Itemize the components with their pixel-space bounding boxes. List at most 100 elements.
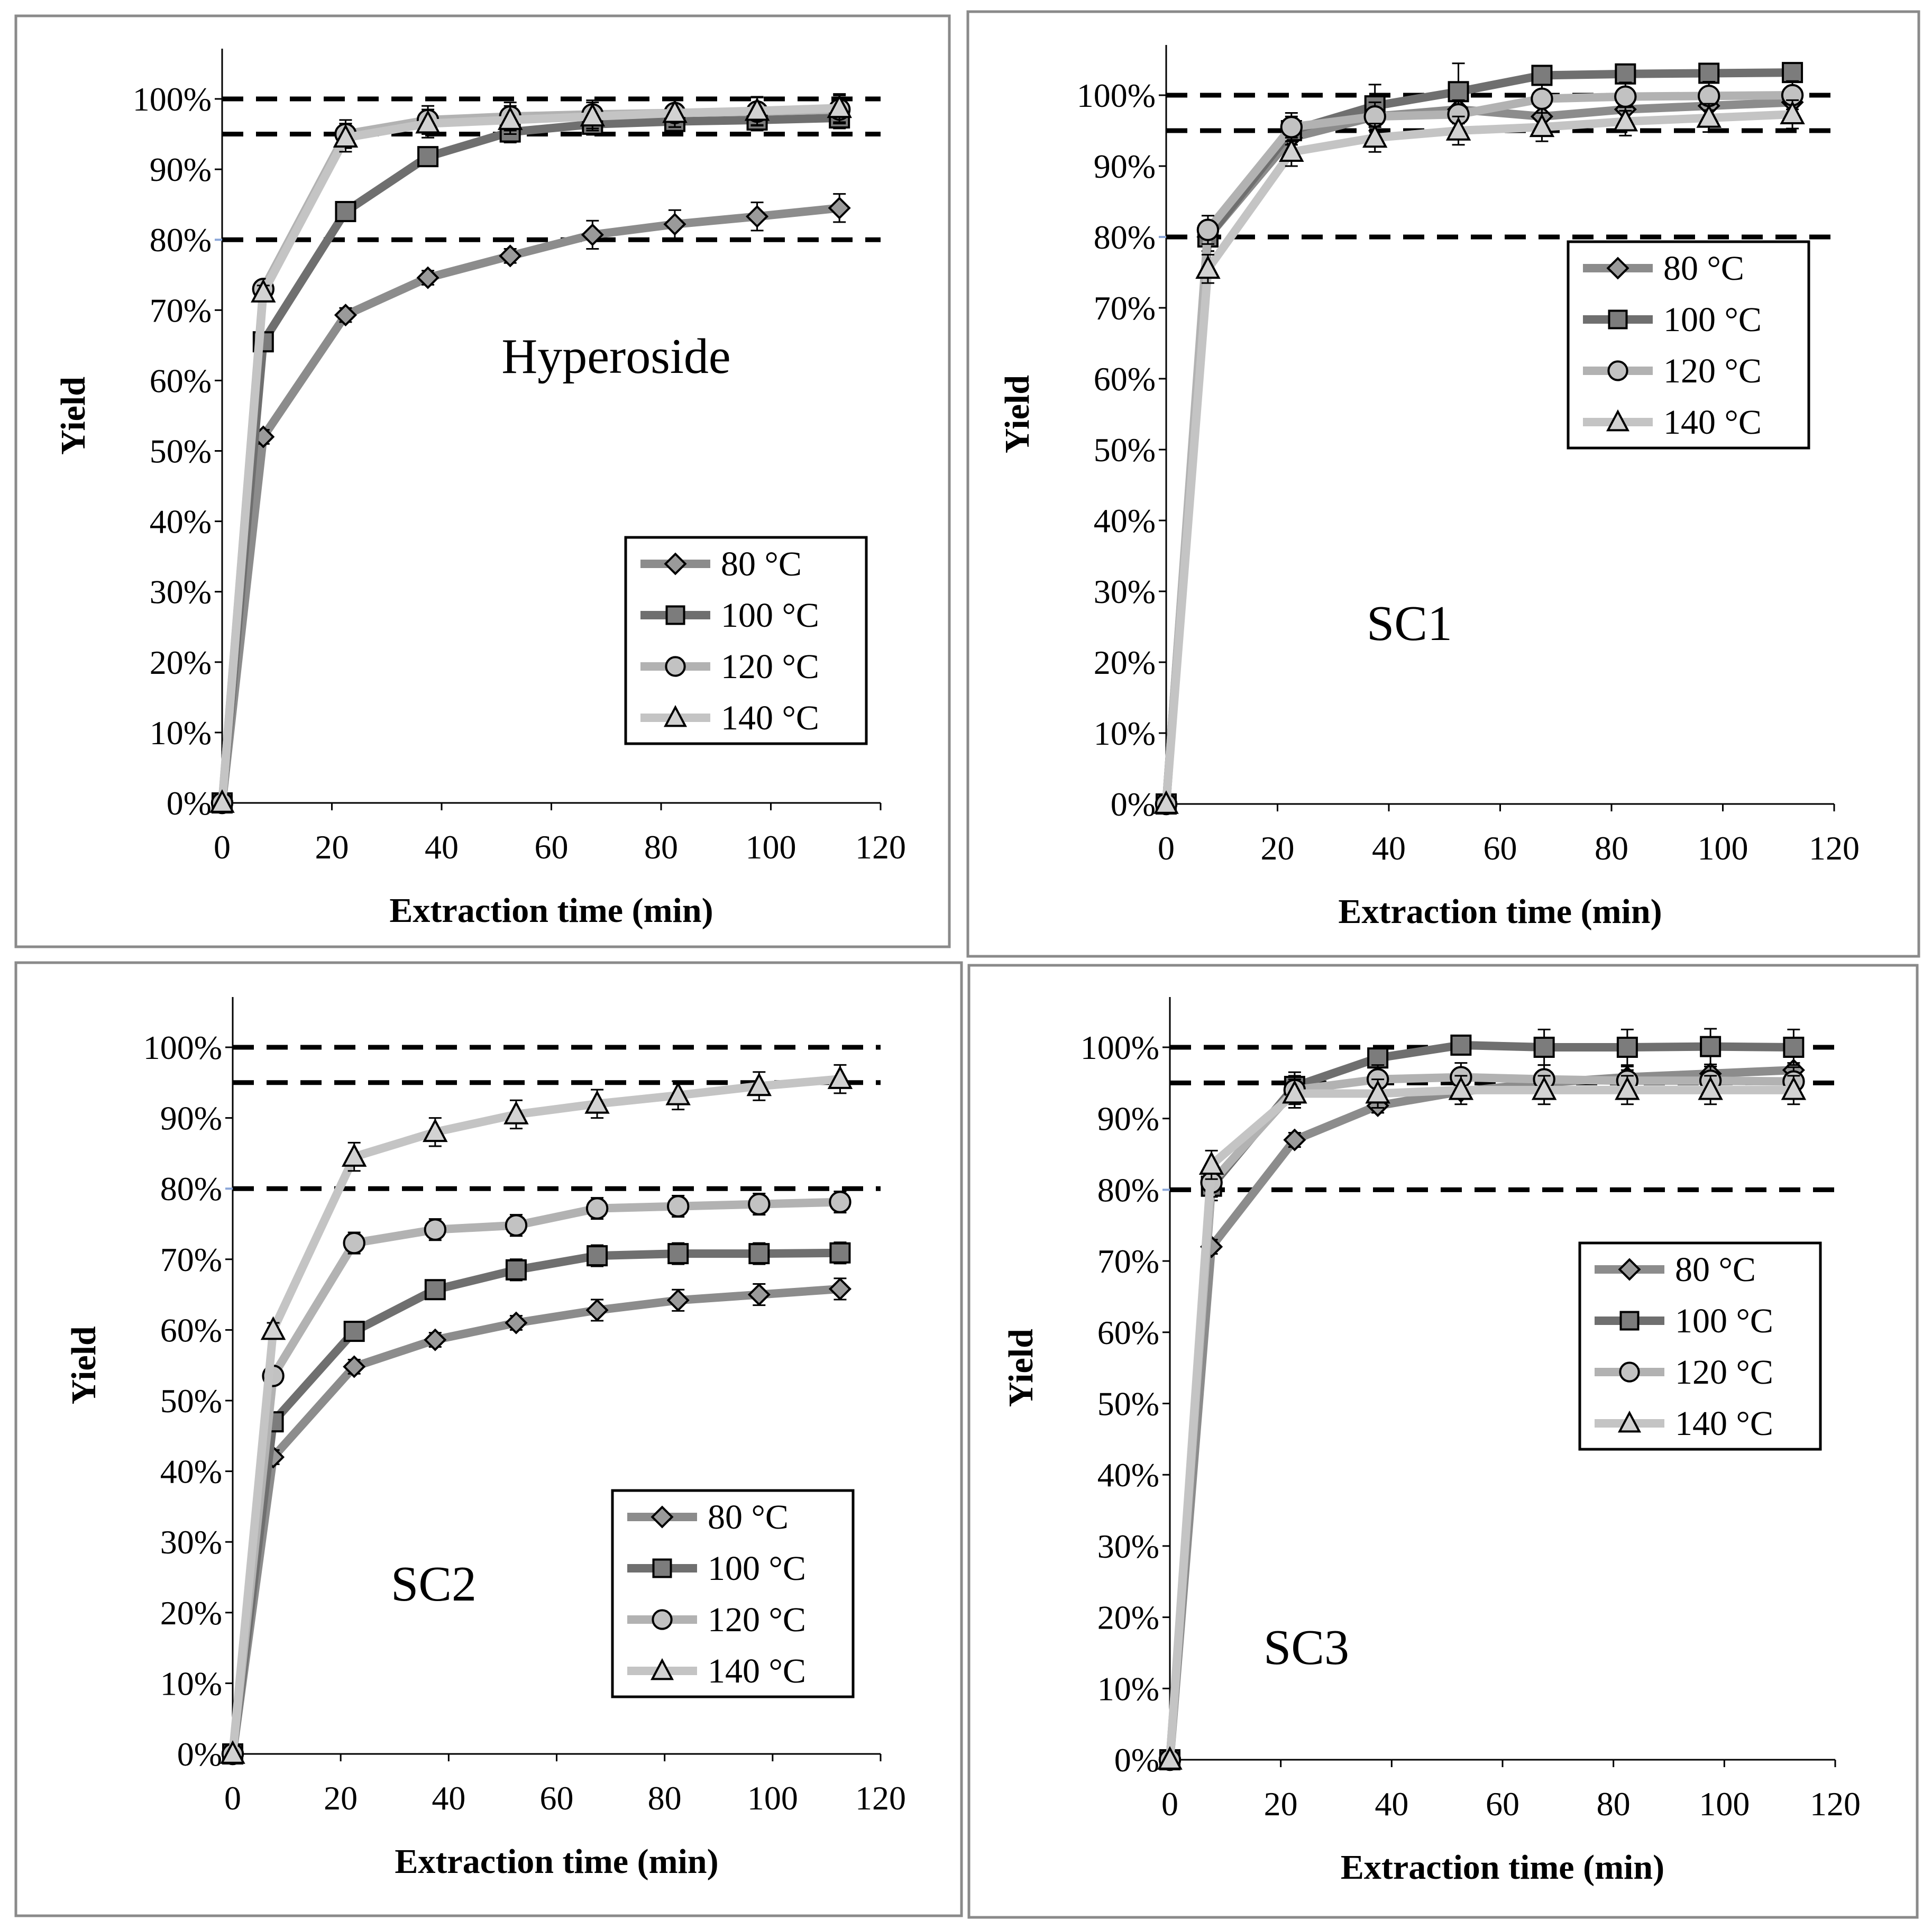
y-tick-label: 90% <box>160 1100 222 1137</box>
data-point <box>1280 116 1303 139</box>
data-point <box>1448 1076 1474 1100</box>
y-tick-label: 0% <box>177 1735 222 1773</box>
series-3 <box>1153 99 1805 814</box>
data-point <box>220 1740 245 1764</box>
data-point <box>1782 62 1803 84</box>
data-point <box>1198 1151 1224 1175</box>
data-point <box>1698 1076 1723 1100</box>
circle-icon <box>1607 360 1628 381</box>
x-tick-label: 120 <box>855 828 906 866</box>
data-point <box>1362 124 1388 148</box>
x-tick-label: 20 <box>1264 1785 1298 1823</box>
y-tick-label: 30% <box>1094 573 1156 610</box>
circle-icon <box>1619 1361 1640 1383</box>
y-tick-label: 50% <box>1094 431 1156 469</box>
chart-panel-top-right: 0% 10% 20% 30% 40% 50% 60% 70% 80% 90% 100% 0 20 40 60… <box>966 10 1920 958</box>
y-tick-label: 100% <box>133 80 212 118</box>
data-point <box>209 789 235 813</box>
data-point <box>1531 87 1553 110</box>
data-point <box>744 97 770 121</box>
x-tick-label: 60 <box>540 1779 574 1817</box>
legend-box <box>1578 1241 1822 1451</box>
series-1 <box>222 1241 851 1765</box>
data-point <box>423 1118 448 1142</box>
data-point <box>1696 104 1722 128</box>
data-point <box>505 1259 527 1281</box>
data-point <box>1448 81 1469 103</box>
x-tick-label: 0 <box>224 1779 241 1817</box>
y-tick-label: 80% <box>1094 218 1156 256</box>
x-tick-label: 120 <box>1810 1785 1861 1823</box>
x-tick-label: 40 <box>1372 829 1406 867</box>
data-point <box>581 223 604 246</box>
y-axis-title: Yield <box>54 377 93 455</box>
data-point <box>416 266 439 289</box>
y-axis-title: Yield <box>1002 1329 1040 1407</box>
data-point <box>1781 1076 1807 1100</box>
y-tick-label: 90% <box>1097 1100 1159 1138</box>
y-tick-label: 60% <box>160 1311 222 1349</box>
series-3 <box>209 93 852 813</box>
data-point <box>1529 113 1555 138</box>
data-point <box>1616 1037 1638 1058</box>
data-point <box>828 1277 851 1301</box>
y-tick-label: 20% <box>1094 644 1156 681</box>
data-point <box>505 1214 528 1237</box>
legend-label: 100 °C <box>708 1549 806 1588</box>
legend: 80 °C 100 °C 120 °C 140 °C <box>1578 1241 1822 1451</box>
y-tick-label: 80% <box>160 1170 222 1208</box>
triangle-icon <box>663 705 688 727</box>
legend-label: 80 °C <box>1663 249 1744 288</box>
data-point <box>424 1279 446 1301</box>
y-tick-label: 70% <box>1097 1242 1159 1280</box>
panel-title: Hyperoside <box>501 329 730 384</box>
data-point <box>343 1321 365 1342</box>
x-tick-label: 60 <box>535 828 569 866</box>
legend-label: 100 °C <box>721 596 819 635</box>
x-axis-title: Extraction time (min) <box>395 1842 718 1881</box>
x-tick-label: 80 <box>644 828 678 866</box>
x-tick-label: 80 <box>648 1779 682 1817</box>
data-point <box>585 1299 609 1322</box>
data-point <box>343 1231 365 1255</box>
panel-border <box>967 964 1919 1919</box>
y-tick-label: 80% <box>1097 1171 1159 1209</box>
legend-label: 100 °C <box>1675 1302 1773 1340</box>
x-tick-label: 120 <box>1809 829 1860 867</box>
x-tick-label: 0 <box>1158 829 1175 867</box>
x-tick-label: 60 <box>1486 1785 1519 1823</box>
y-axis-title: Yield <box>65 1326 103 1404</box>
y-tick-label: 0% <box>1114 1741 1159 1779</box>
data-point <box>251 279 276 303</box>
data-point <box>1195 255 1221 279</box>
y-tick-label: 40% <box>150 503 212 541</box>
data-point <box>1613 107 1638 132</box>
panel-title: SC2 <box>391 1557 477 1612</box>
legend-label: 80 °C <box>721 545 802 583</box>
data-point <box>1157 1746 1183 1770</box>
circle-icon <box>652 1609 673 1630</box>
data-point <box>1450 1034 1472 1056</box>
data-point <box>829 1191 851 1213</box>
triangle-icon <box>650 1658 674 1680</box>
data-point <box>1365 1080 1390 1104</box>
series-line <box>1162 98 1793 804</box>
chart-panel-bottom-right: 0% 10% 20% 30% 40% 50% 60% 70% 80% 90% 100% 0 20 40 60… <box>967 964 1919 1919</box>
x-tick-label: 40 <box>425 828 459 866</box>
data-point <box>662 99 688 123</box>
data-point <box>335 200 356 222</box>
y-tick-label: 10% <box>160 1665 222 1702</box>
square-icon <box>1608 309 1628 330</box>
data-point <box>341 1143 367 1167</box>
data-point <box>1783 1037 1805 1058</box>
data-point <box>827 1065 853 1089</box>
data-point <box>663 213 686 236</box>
y-tick-label: 20% <box>160 1594 222 1632</box>
panel-title: SC1 <box>1367 596 1452 651</box>
series-line <box>1162 110 1793 804</box>
y-tick-label: 20% <box>150 644 212 681</box>
legend-label: 120 °C <box>708 1601 806 1639</box>
y-tick-label: 10% <box>1097 1670 1159 1707</box>
legend-label: 100 °C <box>1663 300 1762 339</box>
y-tick-label: 100% <box>1081 1029 1159 1066</box>
